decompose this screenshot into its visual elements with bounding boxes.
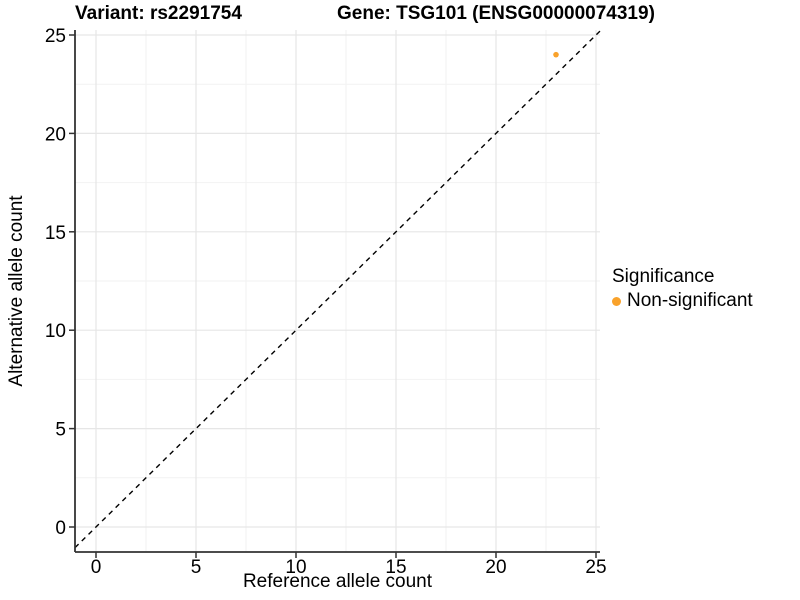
y-tick-label: 20 xyxy=(45,124,66,145)
x-tick-label: 10 xyxy=(285,557,306,578)
data-point xyxy=(553,51,559,58)
variant-title: Variant: rs2291754 xyxy=(75,3,242,24)
y-tick-label: 5 xyxy=(55,420,66,441)
legend-item: Non-significant xyxy=(612,290,753,312)
x-tick-label: 20 xyxy=(485,557,506,578)
legend-title: Significance xyxy=(612,266,715,287)
gene-title: Gene: TSG101 (ENSG00000074319) xyxy=(337,3,655,24)
y-tick-label: 10 xyxy=(45,321,66,342)
identity-dashed-line xyxy=(74,30,601,549)
y-tick-label: 0 xyxy=(55,518,66,539)
legend-item-label: Non-significant xyxy=(627,290,753,311)
legend: Significance Non-significant xyxy=(612,266,753,312)
legend-dot-icon xyxy=(612,296,621,306)
y-tick-label: 25 xyxy=(45,26,66,47)
x-tick-label: 25 xyxy=(585,557,606,578)
x-tick-label: 5 xyxy=(191,557,202,578)
x-tick-label: 15 xyxy=(385,557,406,578)
x-axis-title: Reference allele count xyxy=(242,571,433,592)
y-tick-label: 15 xyxy=(45,223,66,244)
y-axis-title: Alternative allele count xyxy=(6,195,27,387)
x-tick-label: 0 xyxy=(91,557,102,578)
